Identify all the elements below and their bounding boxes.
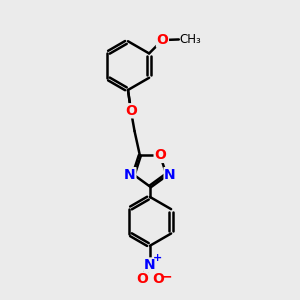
Text: O: O: [152, 272, 164, 286]
Text: O: O: [136, 272, 148, 286]
Text: −: −: [161, 269, 172, 283]
Text: N: N: [124, 168, 136, 182]
Text: O: O: [154, 148, 166, 162]
Text: CH₃: CH₃: [179, 33, 201, 46]
Text: O: O: [125, 104, 137, 118]
Text: N: N: [144, 258, 156, 272]
Text: N: N: [164, 168, 176, 182]
Text: +: +: [153, 254, 162, 263]
Text: O: O: [157, 33, 168, 47]
